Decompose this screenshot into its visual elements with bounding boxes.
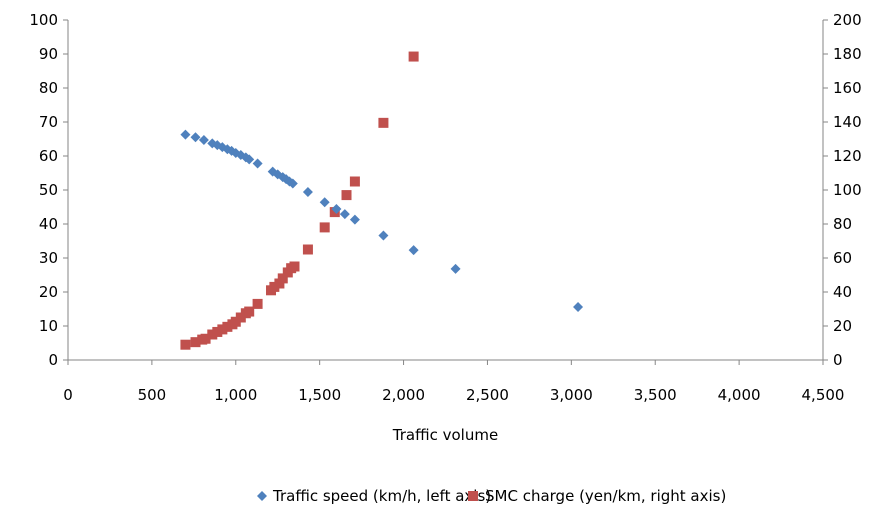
legend: Traffic speed (km/h, left axis) SMC char… [257, 487, 726, 505]
smc-charge-point [190, 337, 201, 348]
right-y-axis: 0 20 40 60 80 100 120 140 160 180 200 [823, 11, 862, 369]
x-tick-label: 3,000 [550, 386, 593, 404]
traffic-speed-point [450, 263, 461, 274]
smc-charge-point [235, 312, 246, 323]
x-tick-label: 500 [138, 386, 167, 404]
left-tick-label: 90 [39, 45, 58, 63]
smc-charge-point [244, 306, 255, 317]
smc-charge-point [269, 281, 280, 292]
smc-charge-point [180, 339, 191, 350]
left-tick-label: 50 [39, 181, 58, 199]
smc-charge-point [252, 298, 263, 309]
smc-charge-point [207, 329, 218, 340]
traffic-speed-point [198, 135, 209, 146]
smc-charge-point [341, 190, 352, 201]
left-tick-label: 70 [39, 113, 58, 131]
right-tick-label: 60 [833, 249, 852, 267]
x-tick-label: 4,000 [718, 386, 761, 404]
traffic-speed-point [244, 154, 255, 165]
x-axis-title: Traffic volume [392, 426, 498, 444]
x-tick-label: 1,500 [298, 386, 341, 404]
right-tick-label: 160 [833, 79, 862, 97]
right-tick-label: 120 [833, 147, 862, 165]
right-tick-label: 80 [833, 215, 852, 233]
smc-charge-point [217, 324, 228, 335]
traffic-speed-point [331, 204, 342, 215]
smc-charge-point [230, 316, 241, 327]
right-tick-label: 0 [833, 351, 843, 369]
left-tick-label: 60 [39, 147, 58, 165]
x-tick-label: 2,500 [466, 386, 509, 404]
traffic-speed-point [408, 245, 419, 256]
legend-label-smc: SMC charge (yen/km, right axis) [485, 487, 726, 505]
plot-frame [67, 20, 824, 361]
left-tick-label: 0 [48, 351, 58, 369]
legend-label-speed: Traffic speed (km/h, left axis) [272, 487, 491, 505]
smc-charge-point [319, 222, 330, 233]
left-tick-label: 10 [39, 317, 58, 335]
traffic-speed-point [287, 178, 298, 189]
smc-charge-point [289, 261, 300, 272]
smc-charge-point [222, 321, 233, 332]
smc-charge-point [277, 273, 288, 284]
x-axis: 0 500 1,000 1,500 2,000 2,500 3,000 3,500 4,000 4… [63, 360, 844, 404]
x-tick-label: 1,000 [214, 386, 257, 404]
right-tick-label: 140 [833, 113, 862, 131]
right-tick-label: 180 [833, 45, 862, 63]
traffic-speed-point [339, 209, 350, 220]
left-tick-label: 30 [39, 249, 58, 267]
x-tick-label: 3,500 [634, 386, 677, 404]
left-y-axis: 0 10 20 30 40 50 60 70 80 90 100 [29, 11, 68, 369]
smc-charge-point [349, 176, 360, 187]
right-tick-label: 20 [833, 317, 852, 335]
traffic-speed-point [190, 132, 201, 143]
x-tick-label: 0 [63, 386, 73, 404]
smc-charge-point [408, 51, 419, 62]
traffic-speed-point [180, 129, 191, 140]
traffic-speed-point [349, 214, 360, 225]
right-tick-label: 100 [833, 181, 862, 199]
left-tick-label: 80 [39, 79, 58, 97]
legend-square-marker [468, 491, 478, 501]
legend-diamond-marker [257, 491, 267, 501]
traffic-speed-point [302, 187, 313, 198]
right-tick-label: 200 [833, 11, 862, 29]
left-tick-label: 20 [39, 283, 58, 301]
traffic-speed-point [252, 158, 263, 169]
traffic-speed-point [378, 230, 389, 241]
smc-charge-point [212, 326, 223, 337]
smc-charge-point [302, 244, 313, 255]
traffic-speed-point [573, 301, 584, 312]
smc-charge-point [200, 333, 211, 344]
x-tick-label: 4,500 [802, 386, 845, 404]
left-tick-label: 40 [39, 215, 58, 233]
smc-charge-point [274, 278, 285, 289]
smc-charge-point [378, 117, 389, 128]
traffic-speed-point [319, 197, 330, 208]
x-tick-label: 2,000 [382, 386, 425, 404]
left-tick-label: 100 [29, 11, 58, 29]
right-tick-label: 40 [833, 283, 852, 301]
data-marks [180, 51, 584, 350]
